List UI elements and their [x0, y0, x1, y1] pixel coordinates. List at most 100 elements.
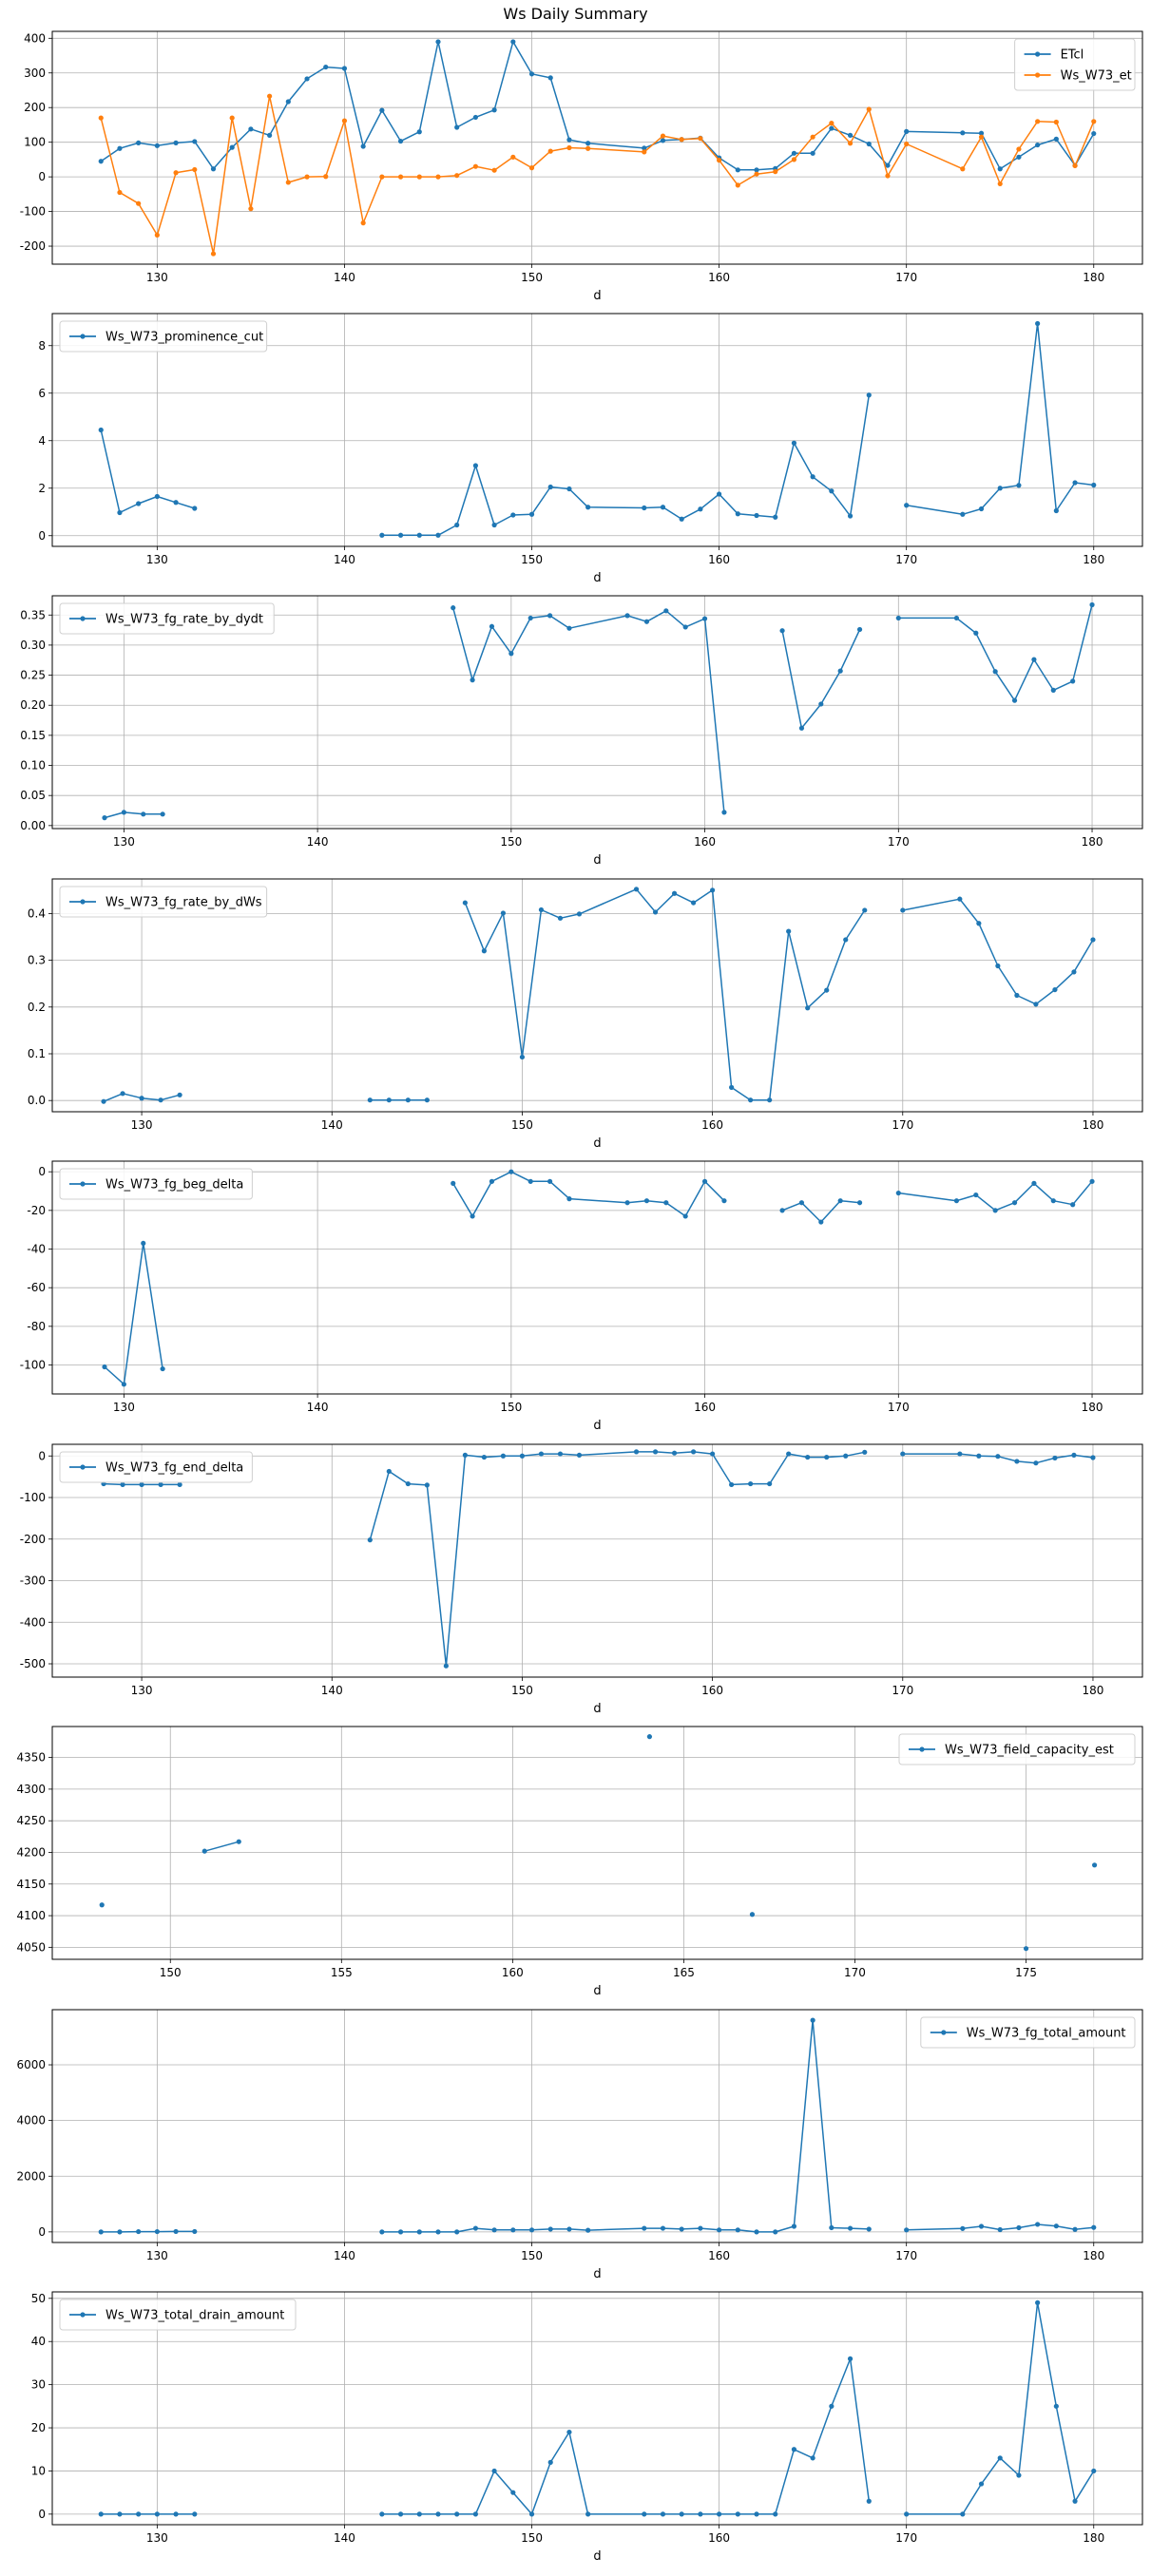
data-point: [805, 1005, 811, 1011]
series-line: [103, 1451, 1094, 1667]
data-point: [510, 2227, 516, 2233]
data-point: [120, 1481, 125, 1488]
legend: ETcl Ws_W73_et: [1014, 38, 1136, 91]
data-point: [472, 2511, 478, 2517]
y-tick-label: 4200: [16, 1845, 46, 1859]
data-point: [566, 137, 572, 143]
data-point: [773, 2511, 778, 2517]
x-tick-label: 160: [701, 1118, 723, 1132]
data-point: [1016, 2224, 1022, 2231]
data-point: [566, 2429, 572, 2435]
data-point: [210, 251, 217, 257]
data-point: [960, 511, 966, 517]
data-point: [895, 1190, 901, 1196]
data-point: [566, 486, 572, 492]
data-point: [158, 1481, 163, 1488]
data-point: [701, 1178, 708, 1184]
data-point: [660, 138, 666, 143]
series-line: [100, 95, 1095, 255]
data-point: [528, 2511, 535, 2517]
y-tick-label: 300: [24, 67, 46, 80]
data-point: [791, 150, 797, 156]
data-point: [735, 2511, 740, 2517]
data-point: [682, 624, 688, 630]
figure-title: Ws Daily Summary: [503, 5, 648, 23]
data-point: [585, 145, 591, 151]
x-tick-label: 140: [307, 1401, 329, 1414]
data-point: [721, 810, 727, 815]
x-tick-label: 160: [502, 1966, 524, 1979]
y-tick-label: 0.05: [20, 789, 46, 802]
axes-frame: [51, 595, 1143, 830]
x-tick-label: 130: [146, 553, 168, 566]
data-point: [663, 1200, 669, 1206]
x-axis-label: d: [593, 1984, 601, 1998]
x-tick-label: 180: [1083, 271, 1104, 284]
y-tick-label: 30: [31, 2378, 46, 2392]
data-point: [843, 1453, 849, 1459]
data-point: [472, 114, 478, 121]
data-point: [773, 169, 778, 175]
data-point: [997, 2455, 1003, 2461]
x-tick-label: 130: [146, 2531, 168, 2545]
data-point: [1053, 2403, 1059, 2409]
data-point: [1072, 2498, 1078, 2504]
y-tick-label: 0.15: [20, 729, 46, 742]
y-tick-label: 400: [24, 31, 46, 45]
data-point: [510, 154, 516, 160]
data-point: [660, 505, 666, 510]
data-point: [117, 509, 123, 516]
data-point: [192, 2228, 198, 2235]
data-point: [1035, 2222, 1041, 2227]
data-point: [810, 2455, 815, 2461]
data-point: [508, 651, 514, 657]
data-point: [1053, 507, 1059, 514]
data-point: [451, 605, 456, 611]
data-point: [754, 512, 759, 519]
data-point: [679, 2226, 684, 2232]
data-point: [557, 915, 564, 921]
subplot-9: 130 140 150 160 170 180 0 10 20 30 40 50 d Ws_W73_tot…: [31, 2291, 1143, 2564]
legend-label: Ws_W73_field_capacity_est: [945, 1744, 1114, 1758]
data-point: [435, 39, 441, 45]
data-point: [566, 625, 572, 631]
data-point: [735, 167, 740, 173]
data-point: [900, 1451, 906, 1457]
y-tick-label: 0.30: [20, 639, 46, 652]
data-point: [117, 189, 123, 196]
data-point: [978, 506, 985, 512]
data-point: [1072, 480, 1078, 486]
data-point: [866, 2226, 872, 2232]
data-point: [885, 162, 891, 168]
data-point: [379, 2229, 385, 2235]
data-point: [528, 511, 535, 517]
x-tick-label: 130: [113, 1401, 135, 1414]
data-point: [786, 928, 792, 934]
data-point: [510, 39, 516, 45]
data-point: [519, 1054, 526, 1060]
data-point: [481, 948, 487, 954]
x-tick-label: 170: [895, 553, 917, 566]
data-point: [847, 132, 854, 138]
data-point: [652, 909, 659, 915]
x-tick-label: 170: [895, 271, 917, 284]
data-point: [660, 133, 666, 139]
x-tick-label: 170: [888, 1401, 910, 1414]
x-axis-label: d: [593, 853, 601, 868]
data-point: [995, 963, 1001, 969]
data-point: [141, 1240, 146, 1247]
data-point: [957, 1451, 963, 1457]
y-tick-label: 0.4: [28, 906, 46, 920]
data-point: [847, 141, 854, 146]
x-tick-label: 150: [511, 1684, 533, 1697]
data-point: [491, 167, 497, 173]
subplot-4: 130 140 150 160 170 180 0.0 0.1 0.2 0.3 0.4 d Ws_W73…: [28, 878, 1143, 1151]
y-tick-label: 4000: [16, 2114, 46, 2128]
data-point: [1070, 678, 1076, 684]
data-point: [341, 66, 348, 71]
data-point: [472, 163, 478, 169]
data-point: [957, 896, 963, 902]
x-tick-label: 165: [673, 1966, 695, 1979]
data-point: [1035, 320, 1041, 327]
data-point: [435, 2229, 441, 2235]
